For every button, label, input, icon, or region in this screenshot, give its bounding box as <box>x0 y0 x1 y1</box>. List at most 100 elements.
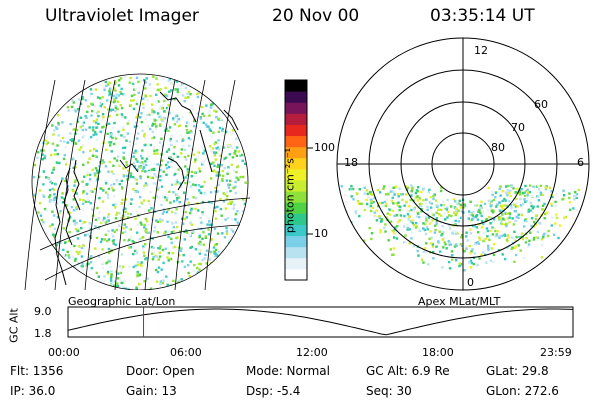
emission-pixel <box>102 130 105 133</box>
emission-pixel <box>135 121 138 124</box>
emission-pixel <box>159 179 162 182</box>
emission-pixel <box>190 209 193 212</box>
emission-pixel <box>116 282 119 285</box>
emission-pixel <box>108 89 111 92</box>
emission-pixel <box>88 179 91 182</box>
aurora-pixel <box>506 189 510 192</box>
emission-pixel <box>170 89 173 92</box>
emission-pixel <box>220 214 223 217</box>
emission-pixel <box>176 281 180 284</box>
colorbar-band <box>285 124 307 137</box>
aurora-pixel <box>374 215 377 218</box>
emission-pixel <box>171 117 175 120</box>
emission-pixel <box>109 92 112 96</box>
emission-pixel <box>68 211 72 214</box>
emission-pixel <box>231 230 235 233</box>
aurora-pixel <box>516 187 519 191</box>
aurora-pixel <box>501 253 504 256</box>
aurora-pixel <box>478 238 482 241</box>
emission-pixel <box>108 251 111 255</box>
aurora-pixel <box>491 226 494 229</box>
emission-pixel <box>159 282 162 286</box>
emission-pixel <box>133 165 137 168</box>
emission-pixel <box>233 203 236 206</box>
aurora-pixel <box>396 193 400 196</box>
aurora-pixel <box>498 187 501 190</box>
emission-pixel <box>177 196 180 199</box>
emission-pixel <box>51 142 55 145</box>
emission-pixel <box>130 99 133 102</box>
emission-pixel <box>75 192 78 195</box>
aurora-pixel <box>501 222 504 226</box>
aurora-pixel <box>557 236 560 240</box>
emission-pixel <box>228 183 231 187</box>
aurora-pixel <box>507 219 510 222</box>
aurora-pixel <box>459 206 463 209</box>
emission-pixel <box>186 174 189 177</box>
emission-pixel <box>130 94 134 98</box>
emission-pixel <box>178 279 181 283</box>
emission-pixel <box>74 166 77 169</box>
aurora-pixel <box>412 224 416 227</box>
emission-pixel <box>205 104 208 107</box>
aurora-pixel <box>408 241 411 245</box>
emission-pixel <box>99 187 102 190</box>
aurora-pixel <box>483 253 487 256</box>
emission-pixel <box>57 241 60 245</box>
timeline-x-label-1200: 12:00 <box>296 346 328 359</box>
aurora-pixel <box>428 222 432 225</box>
emission-pixel <box>236 210 239 213</box>
flight-readout: Flt: 1356 <box>10 364 64 378</box>
emission-pixel <box>208 258 212 261</box>
aurora-pixel <box>513 203 516 206</box>
emission-pixel <box>131 82 135 86</box>
aurora-pixel <box>422 261 425 264</box>
aurora-pixel <box>492 198 496 202</box>
emission-pixel <box>114 106 118 110</box>
emission-pixel <box>165 275 168 278</box>
emission-pixel <box>169 201 172 204</box>
emission-pixel <box>241 209 245 213</box>
aurora-pixel <box>371 193 374 197</box>
emission-pixel <box>106 83 110 86</box>
aurora-pixel <box>378 215 381 218</box>
emission-pixel <box>115 96 118 99</box>
emission-pixel <box>180 247 183 250</box>
emission-pixel <box>197 91 200 95</box>
aurora-pixel <box>365 189 369 192</box>
emission-pixel <box>185 216 189 219</box>
emission-pixel <box>101 159 104 162</box>
aurora-pixel <box>494 235 497 239</box>
emission-pixel <box>176 197 179 200</box>
emission-pixel <box>146 113 149 117</box>
emission-pixel <box>162 77 165 80</box>
emission-pixel <box>85 264 88 267</box>
aurora-pixel <box>563 194 566 197</box>
aurora-pixel <box>508 213 512 217</box>
emission-pixel <box>155 195 159 198</box>
emission-pixel <box>216 205 219 209</box>
emission-pixel <box>150 207 153 210</box>
aurora-pixel <box>410 190 413 193</box>
emission-pixel <box>85 183 88 186</box>
emission-pixel <box>189 255 192 258</box>
aurora-pixel <box>392 253 395 256</box>
emission-pixel <box>141 247 145 250</box>
emission-pixel <box>112 172 115 175</box>
emission-pixel <box>84 220 87 224</box>
aurora-pixel <box>568 196 571 200</box>
emission-pixel <box>69 132 72 135</box>
emission-pixel <box>141 149 144 152</box>
aurora-pixel <box>514 239 517 243</box>
emission-pixel <box>126 132 130 135</box>
aurora-pixel <box>372 200 375 204</box>
emission-pixel <box>63 140 66 143</box>
emission-pixel <box>42 170 45 173</box>
aurora-pixel <box>444 218 447 221</box>
aurora-pixel <box>338 205 341 209</box>
emission-pixel <box>110 273 113 276</box>
emission-pixel <box>213 109 216 113</box>
aurora-pixel <box>492 228 495 231</box>
emission-pixel <box>92 119 96 123</box>
aurora-pixel <box>416 186 420 189</box>
